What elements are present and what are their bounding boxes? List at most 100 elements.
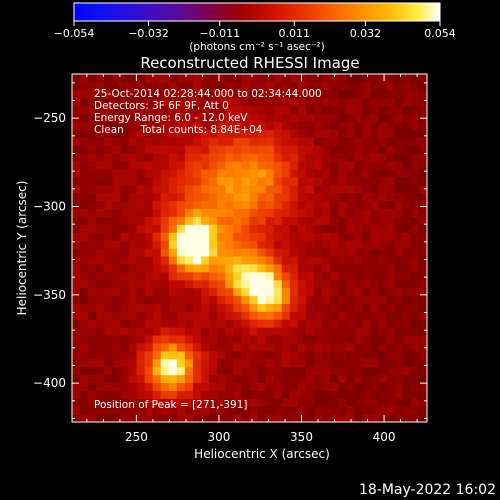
heatmap-cell (322, 161, 331, 170)
heatmap-cell (128, 184, 138, 194)
heatmap-cell (257, 192, 267, 202)
heatmap-cell (144, 129, 154, 138)
heatmap-cell (394, 311, 404, 320)
heatmap-cell (184, 224, 194, 233)
heatmap-cell (96, 208, 105, 217)
chart-title: Reconstructed RHESSI Image (140, 54, 359, 72)
heatmap-cell (104, 342, 113, 352)
heatmap-cell (176, 224, 186, 233)
heatmap-cell (112, 295, 122, 304)
heatmap-cell (370, 129, 380, 138)
heatmap-cell (193, 319, 202, 328)
heatmap-cell (322, 319, 331, 328)
heatmap-cell (88, 200, 97, 210)
heatmap-cell (209, 105, 218, 115)
heatmap-cell (128, 374, 138, 384)
heatmap-cell (322, 295, 331, 304)
heatmap-cell (128, 248, 138, 257)
heatmap-cell (265, 105, 275, 115)
heatmap-cell (128, 287, 138, 297)
heatmap-cell (394, 295, 404, 304)
heatmap-cell (80, 350, 89, 360)
heatmap-cell (225, 398, 234, 407)
heatmap-cell (370, 184, 380, 194)
heatmap-cell (104, 374, 113, 384)
heatmap-cell (289, 279, 299, 289)
heatmap-cell (241, 184, 251, 194)
heatmap-cell (281, 129, 291, 138)
heatmap-cell (386, 121, 396, 130)
heatmap-cell (386, 224, 396, 233)
heatmap-cell (394, 271, 404, 281)
heatmap-cell (152, 335, 162, 344)
heatmap-cell (314, 121, 323, 130)
heatmap-cell (281, 382, 291, 391)
heatmap-cell (104, 184, 113, 194)
heatmap-cell (386, 153, 396, 162)
heatmap-cell (418, 327, 427, 336)
heatmap-cell (346, 137, 355, 146)
heatmap-cell (184, 97, 194, 107)
heatmap-cell (338, 113, 347, 123)
heatmap-cell (136, 255, 146, 265)
heatmap-cell (289, 350, 299, 360)
heatmap-cell (112, 192, 122, 202)
heatmap-cell (88, 374, 97, 384)
heatmap-cell (354, 248, 364, 257)
heatmap-cell (233, 153, 243, 162)
heatmap-cell (168, 303, 178, 312)
heatmap-cell (104, 366, 113, 376)
heatmap-cell (330, 271, 339, 281)
heatmap-cell (225, 232, 234, 241)
heatmap-cell (305, 319, 315, 328)
heatmap-cell (72, 105, 81, 115)
heatmap-cell (136, 335, 146, 344)
heatmap-cell (136, 263, 146, 273)
heatmap-cell (354, 168, 364, 178)
heatmap-cell (273, 97, 283, 107)
heatmap-cell (257, 161, 267, 170)
heatmap-cell (217, 279, 226, 289)
heatmap-cell (72, 161, 81, 170)
heatmap-cell (241, 216, 251, 225)
heatmap-cell (201, 382, 210, 391)
heatmap-cell (217, 161, 226, 170)
heatmap-cell (354, 311, 364, 320)
heatmap-cell (112, 350, 122, 360)
heatmap-cell (136, 168, 146, 178)
heatmap-cell (144, 240, 154, 249)
heatmap-cell (201, 303, 210, 312)
heatmap-cell (418, 89, 427, 99)
heatmap-cell (418, 248, 427, 257)
heatmap-cell (289, 105, 299, 115)
heatmap-cell (289, 216, 299, 225)
heatmap-cell (322, 81, 331, 91)
heatmap-cell (338, 303, 347, 312)
heatmap-cell (346, 192, 355, 202)
heatmap-cell (233, 232, 243, 241)
heatmap-cell (241, 113, 251, 123)
heatmap-cell (104, 319, 113, 328)
x-tick-label: 250 (125, 430, 148, 444)
heatmap-cell (225, 255, 234, 265)
heatmap-cell (402, 161, 412, 170)
heatmap-cell (184, 255, 194, 265)
heatmap-cell (128, 153, 138, 162)
heatmap-cell (128, 319, 138, 328)
heatmap-cell (168, 366, 178, 376)
heatmap-cell (184, 200, 194, 210)
heatmap-cell (322, 240, 331, 249)
heatmap-cell (112, 74, 122, 83)
heatmap-cell (241, 287, 251, 297)
heatmap-cell (330, 255, 339, 265)
heatmap-cell (378, 335, 388, 344)
heatmap-cell (201, 366, 210, 376)
heatmap-cell (160, 216, 170, 225)
heatmap-cell (136, 303, 146, 312)
heatmap-cell (88, 74, 97, 83)
heatmap-cell (257, 366, 267, 376)
heatmap-cell (184, 366, 194, 376)
heatmap-cell (297, 319, 307, 328)
heatmap-cell (249, 153, 259, 162)
heatmap-cell (96, 168, 105, 178)
